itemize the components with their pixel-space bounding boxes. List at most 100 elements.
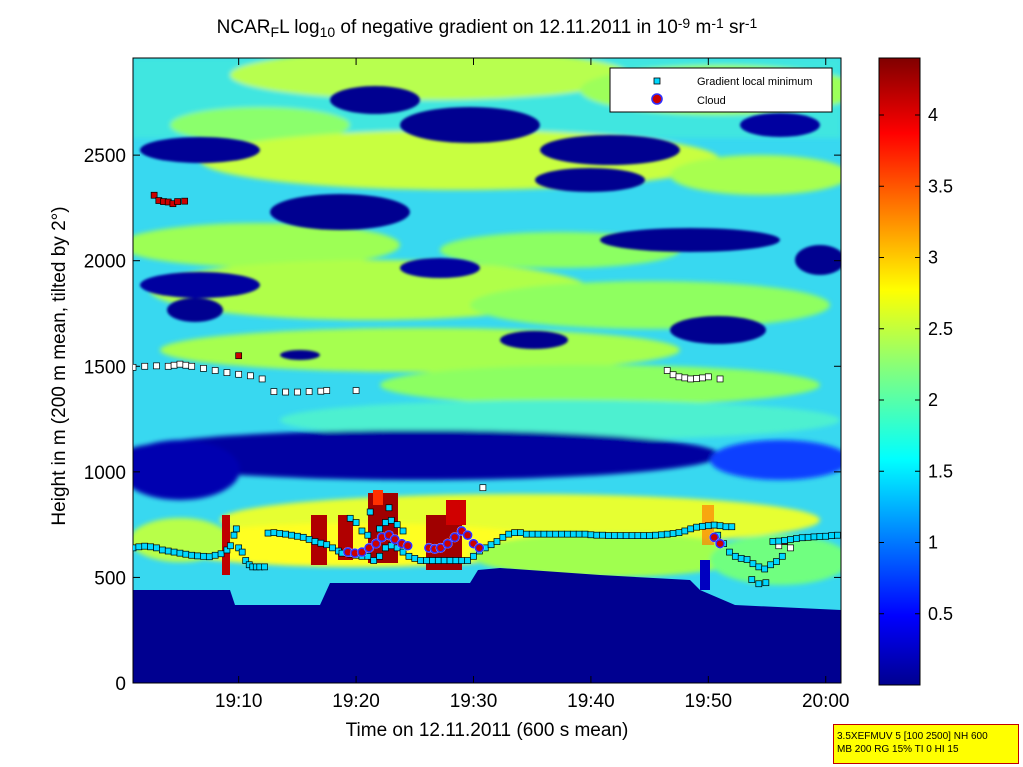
cloud-marker	[449, 532, 460, 543]
outlier-marker	[663, 367, 671, 374]
gradient-minimum-marker	[141, 542, 149, 550]
outlier-marker	[188, 362, 196, 370]
gradient-minimum-marker	[329, 544, 336, 552]
outlier-marker	[323, 387, 331, 394]
outlier-marker	[681, 374, 689, 382]
outlier-marker	[200, 365, 207, 372]
outlier-marker	[317, 387, 325, 395]
gradient-minimum-marker	[749, 560, 757, 568]
gradient-minimum-marker	[364, 552, 372, 560]
cloud-marker	[442, 538, 453, 549]
gradient-minimum-marker	[511, 529, 518, 537]
gradient-minimum-marker	[211, 551, 219, 559]
gradient-minimum-marker	[593, 531, 601, 539]
gradient-minimum-marker	[787, 536, 794, 543]
gradient-minimum-marker	[366, 508, 374, 516]
y-axis: 0 500 1000 1500 2000 2500	[84, 146, 841, 695]
gradient-minimum-marker	[399, 548, 407, 556]
outlier-marker	[235, 370, 243, 378]
gradient-minimum-marker	[634, 532, 642, 539]
gradient-minimum-marker	[411, 555, 419, 562]
gradient-minimum-marker	[793, 535, 800, 542]
colorbar-tick-label: 2.5	[928, 319, 953, 339]
gradient-minimum-marker	[658, 531, 665, 539]
gradient-minimum-marker	[804, 533, 812, 541]
gradient-minimum-marker	[810, 533, 818, 541]
gradient-minimum-marker	[762, 579, 770, 587]
gradient-minimum-marker	[646, 532, 653, 539]
gradient-minimum-marker	[170, 548, 178, 556]
gradient-minimum-marker	[704, 522, 712, 530]
gradient-minimum-marker	[159, 546, 166, 554]
outlier-marker	[235, 352, 243, 360]
gradient-minimum-marker	[546, 530, 554, 538]
gradient-minimum-marker	[575, 530, 583, 538]
gradient-minimum-marker	[755, 580, 763, 588]
gradient-minimum-marker	[798, 534, 806, 542]
gradient-minimum-marker	[440, 557, 448, 564]
gradient-minimum-marker	[223, 546, 231, 554]
gradient-minimum-marker	[399, 527, 407, 535]
x-tick-label: 19:50	[685, 691, 733, 712]
outlier-marker	[675, 373, 683, 381]
outlier-marker	[305, 388, 313, 395]
gradient-minimum-marker	[217, 550, 225, 558]
gradient-minimum-marker	[716, 522, 724, 530]
gradient-minimum-marker	[358, 527, 366, 535]
gradient-minimum-marker	[182, 550, 190, 558]
gradient-minimum-marker	[722, 523, 730, 531]
gradient-minimum-marker	[417, 557, 425, 564]
outlier-marker	[294, 388, 301, 396]
outlier-marker	[787, 544, 794, 552]
y-axis-label: Height in m (200 m mean, tilted by 2°)	[49, 206, 70, 525]
gradient-minimum-marker	[564, 530, 571, 538]
chart-title: NCARFL log10 of negative gradient on 12.…	[217, 15, 758, 39]
gradient-minimum-marker	[587, 531, 595, 539]
gradient-minimum-marker	[153, 544, 160, 552]
gradient-minimum-marker	[232, 525, 240, 533]
outlier-marker	[174, 198, 181, 205]
cloud-marker	[371, 538, 381, 549]
gradient-minimum-marker	[675, 529, 683, 537]
outlier-marker	[669, 371, 677, 379]
cloud-marker	[402, 540, 413, 551]
outlier-marker	[479, 484, 487, 492]
gradient-minimum-marker	[822, 532, 830, 540]
outlier-marker	[716, 375, 724, 383]
outlier-marker	[699, 374, 706, 382]
gradient-minimum-marker	[769, 538, 777, 545]
colorbar-tick-label: 3.5	[928, 176, 953, 196]
gradient-minimum-marker	[622, 532, 630, 539]
outlier-marker	[153, 362, 160, 370]
colorbar-tick-label: 1	[928, 533, 938, 553]
cloud-marker	[357, 547, 367, 557]
outlier-marker	[258, 375, 266, 383]
cloud-marker	[390, 534, 400, 545]
gradient-minimum-marker	[640, 532, 648, 539]
gradient-minimum-marker	[470, 552, 477, 560]
outlier-marker	[164, 362, 172, 370]
gradient-minimum-marker	[446, 557, 454, 564]
gradient-minimum-marker	[781, 537, 788, 544]
gradient-minimum-marker	[376, 552, 383, 560]
legend-box	[609, 67, 833, 113]
y-tick-label: 1000	[84, 463, 126, 484]
gradient-minimum-marker	[235, 544, 243, 552]
info-line-1: 3.5XEFMUV 5 [100 2500] NH 600	[837, 731, 988, 742]
gradient-minimum-marker	[387, 517, 395, 524]
gradient-minimum-marker	[405, 552, 413, 560]
gradient-minimum-marker	[242, 557, 250, 564]
gradient-minimum-marker	[522, 530, 530, 538]
gradient-minimum-marker	[834, 531, 841, 539]
gradient-minimum-marker	[581, 530, 589, 538]
outlier-marker	[141, 362, 149, 370]
cloud-marker	[715, 538, 725, 549]
gradient-minimum-marker	[188, 551, 196, 559]
gradient-minimum-marker	[681, 527, 689, 535]
gradient-minimum-marker	[429, 557, 436, 564]
outlier-marker	[211, 367, 219, 374]
gradient-minimum-marker	[517, 529, 524, 537]
gradient-minimum-marker	[230, 531, 238, 539]
gradient-minimum-marker	[382, 544, 389, 552]
